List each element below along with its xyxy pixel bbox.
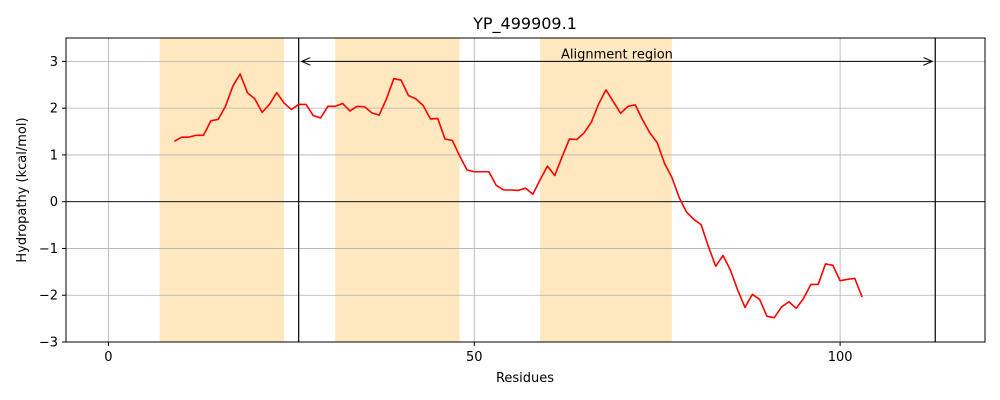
shaded-region: [540, 38, 672, 342]
y-tick-label: −3: [39, 336, 58, 351]
plot-frame: [65, 37, 986, 343]
x-tick-label: 50: [466, 350, 483, 365]
x-axis-ticks: 0 50 100: [104, 342, 853, 365]
alignment-region-label: Alignment region: [561, 47, 673, 62]
y-axis-label: Hydropathy (kcal/mol): [15, 117, 30, 262]
y-axis-ticks: −3 −2 −1 0 1 2 3: [39, 55, 66, 351]
x-tick-label: 0: [104, 350, 112, 365]
shaded-regions: [159, 38, 672, 342]
y-tick-label: 2: [50, 102, 58, 117]
y-tick-label: 3: [50, 55, 58, 70]
y-tick-label: −1: [39, 242, 58, 257]
chart-title: YP_499909.1: [472, 14, 577, 34]
x-tick-label: 100: [828, 350, 853, 365]
x-axis-label: Residues: [496, 371, 554, 386]
y-tick-label: 1: [50, 148, 58, 163]
shaded-region: [335, 38, 460, 342]
y-tick-label: −2: [39, 289, 58, 304]
y-tick-label: 0: [50, 195, 58, 210]
shaded-region: [159, 38, 285, 342]
x-gridlines: [108, 38, 841, 342]
hydropathy-line: [173, 73, 863, 319]
